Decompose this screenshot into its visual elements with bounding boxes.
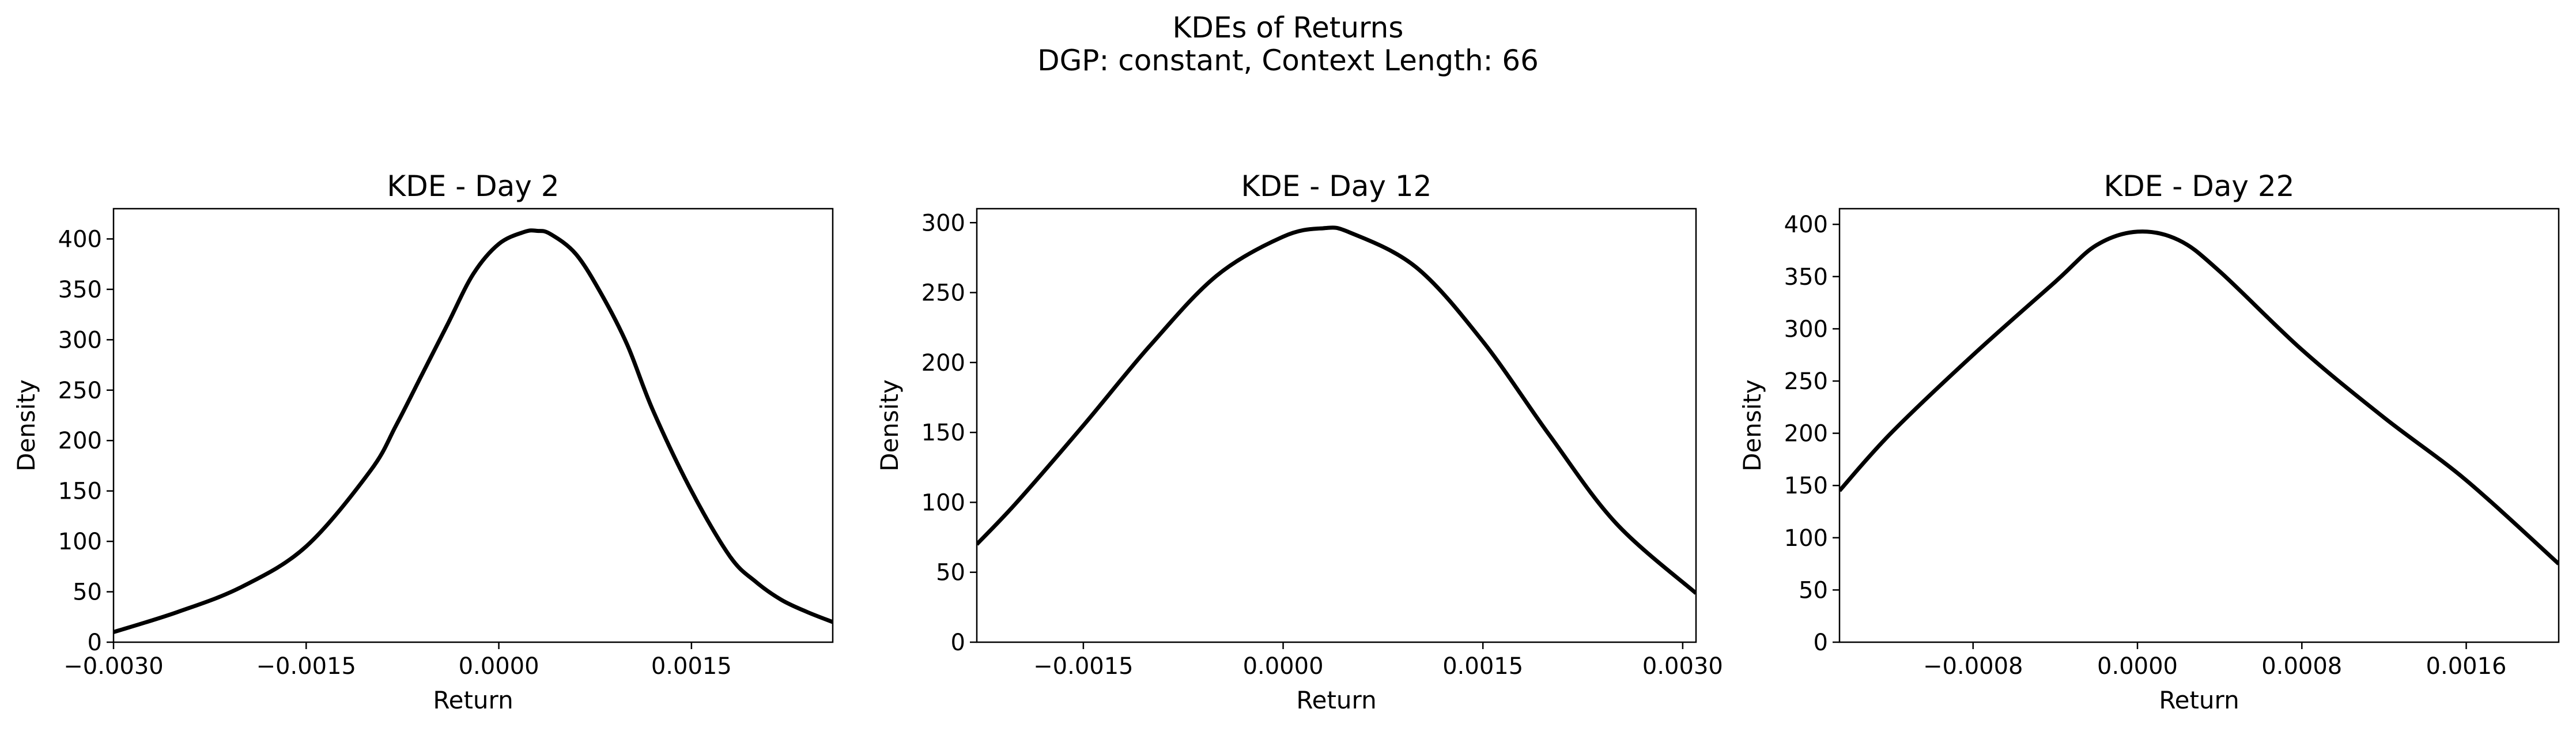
plot-frame (976, 208, 1697, 643)
y-tick-label: 150 (1784, 473, 1828, 499)
y-tick-label: 0 (88, 630, 102, 656)
y-tick-label: 250 (921, 280, 965, 307)
x-tick-label: 0.0030 (1642, 653, 1723, 680)
density-curve (114, 228, 833, 634)
subplot-3: KDE - Day 22 −0.0008 0.0000 0.0008 0.0016 0 50… (1738, 169, 2560, 714)
y-tick-label: 200 (58, 428, 102, 454)
x-tick-label: −0.0030 (63, 653, 163, 680)
y-tick-label: 50 (73, 579, 102, 606)
x-tick-label: 0.0008 (2261, 653, 2342, 680)
y-tick-label: 200 (921, 350, 965, 376)
subplots: KDE - Day 2 −0.0030 −0.0015 0.0000 0.0015 0 50… (12, 169, 2560, 714)
x-tick-label: −0.0008 (1923, 653, 2023, 680)
y-axis-label: Density (875, 379, 904, 472)
y-tick-label: 100 (921, 489, 965, 516)
subplot-1: KDE - Day 2 −0.0030 −0.0015 0.0000 0.0015 0 50… (12, 169, 834, 714)
x-axis-label: Return (433, 686, 513, 714)
x-tick-label: 0.0015 (1442, 653, 1523, 680)
y-tick-label: 150 (921, 420, 965, 446)
x-axis-label: Return (2159, 686, 2239, 714)
plot-frame (1838, 208, 2560, 643)
y-axis-label: Density (1738, 379, 1766, 472)
y-tick-label: 300 (58, 327, 102, 353)
density-curve (977, 225, 1696, 595)
y-tick-label: 50 (936, 560, 965, 586)
x-tick-label: −0.0015 (256, 653, 356, 680)
plot-frame (112, 208, 834, 643)
figure-title: KDEs of Returns (1173, 11, 1404, 44)
y-tick-label: 250 (1784, 368, 1828, 395)
y-tick-label: 100 (1784, 525, 1828, 552)
y-tick-label: 350 (58, 277, 102, 303)
x-tick-label: 0.0015 (651, 653, 732, 680)
plot-title: KDE - Day 12 (1241, 169, 1432, 203)
subplot-2: KDE - Day 12 −0.0015 0.0000 0.0015 0.0030 0 50… (875, 169, 1723, 714)
y-tick-label: 0 (1814, 630, 1828, 656)
plot-title: KDE - Day 22 (2104, 169, 2295, 203)
y-tick-label: 200 (1784, 421, 1828, 447)
y-tick-label: 50 (1799, 577, 1828, 604)
x-tick-label: 0.0000 (459, 653, 539, 680)
density-curve (1840, 229, 2559, 566)
figure-subtitle: DGP: constant, Context Length: 66 (1037, 44, 1539, 77)
y-tick-label: 100 (58, 529, 102, 555)
y-tick-label: 400 (1784, 212, 1828, 238)
x-tick-label: 0.0016 (2426, 653, 2507, 680)
y-tick-label: 150 (58, 478, 102, 505)
y-tick-label: 400 (58, 226, 102, 252)
x-tick-label: 0.0000 (1243, 653, 1324, 680)
x-tick-label: −0.0015 (1033, 653, 1133, 680)
y-axis-label: Density (12, 379, 40, 472)
y-tick-label: 300 (921, 210, 965, 236)
y-tick-label: 350 (1784, 264, 1828, 291)
plot-title: KDE - Day 2 (387, 169, 559, 203)
y-tick-label: 250 (58, 378, 102, 404)
x-tick-label: 0.0000 (2097, 653, 2178, 680)
y-tick-label: 0 (951, 630, 965, 656)
y-tick-label: 300 (1784, 316, 1828, 342)
x-axis-label: Return (1296, 686, 1376, 714)
